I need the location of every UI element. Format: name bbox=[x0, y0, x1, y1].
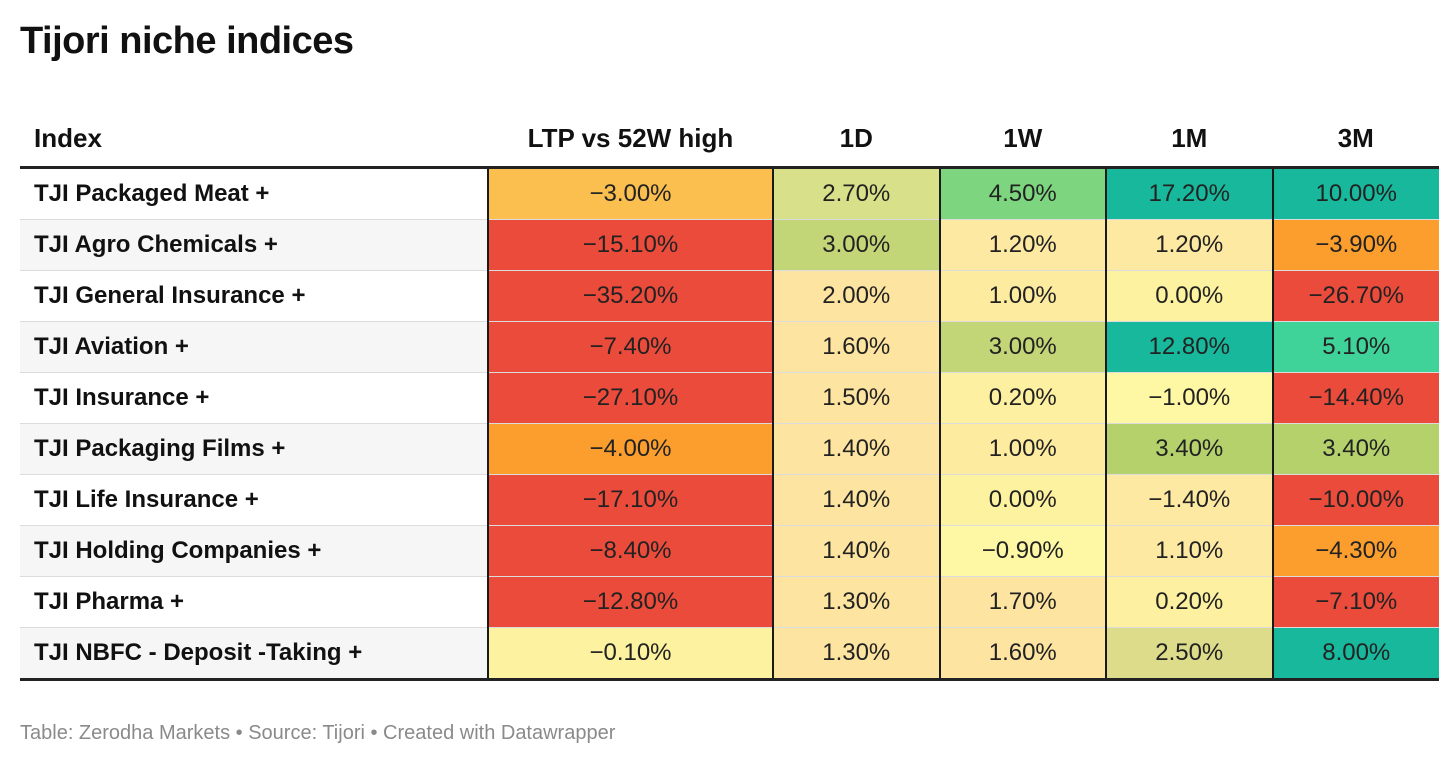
value-cell: −0.10% bbox=[487, 627, 773, 681]
value-cell: 0.20% bbox=[1105, 576, 1273, 628]
value-cell: 2.00% bbox=[772, 270, 940, 322]
index-name-cell: TJI General Insurance + bbox=[20, 270, 488, 322]
index-name-cell: TJI Aviation + bbox=[20, 321, 488, 373]
value-cell: 1.70% bbox=[938, 576, 1106, 628]
value-cell: −12.80% bbox=[487, 576, 773, 628]
value-cell: −17.10% bbox=[487, 474, 773, 526]
indices-table: Index LTP vs 52W high 1D 1W 1M 3M TJI Pa… bbox=[20, 110, 1439, 681]
index-name-cell: TJI Packaging Films + bbox=[20, 423, 488, 475]
column-header-3m: 3M bbox=[1272, 110, 1439, 169]
value-cell: 2.70% bbox=[772, 167, 940, 220]
value-cell: 1.00% bbox=[938, 270, 1106, 322]
column-header-index: Index bbox=[20, 110, 488, 169]
table-row: TJI Life Insurance + −17.10% 1.40% 0.00% −1.… bbox=[20, 474, 1439, 526]
column-header-1w: 1W bbox=[939, 110, 1106, 169]
value-cell: 1.30% bbox=[772, 576, 940, 628]
value-cell: 1.40% bbox=[772, 423, 940, 475]
index-name-cell: TJI Agro Chemicals + bbox=[20, 219, 488, 271]
index-name-cell: TJI NBFC - Deposit -Taking + bbox=[20, 627, 488, 681]
value-cell: 1.60% bbox=[772, 321, 940, 373]
value-cell: −7.10% bbox=[1271, 576, 1439, 628]
value-cell: 0.00% bbox=[938, 474, 1106, 526]
value-cell: 17.20% bbox=[1105, 167, 1273, 220]
value-cell: −10.00% bbox=[1271, 474, 1439, 526]
value-cell: −0.90% bbox=[938, 525, 1106, 577]
chart-title: Tijori niche indices bbox=[20, 20, 354, 62]
column-header-1m: 1M bbox=[1106, 110, 1273, 169]
table-row: TJI NBFC - Deposit -Taking + −0.10% 1.30% 1… bbox=[20, 627, 1439, 681]
table-row: TJI Aviation + −7.40% 1.60% 3.00% 12.80% 5.10… bbox=[20, 321, 1439, 373]
value-cell: 1.60% bbox=[938, 627, 1106, 681]
value-cell: −1.40% bbox=[1105, 474, 1273, 526]
value-cell: 3.40% bbox=[1105, 423, 1273, 475]
value-cell: 12.80% bbox=[1105, 321, 1273, 373]
value-cell: 0.20% bbox=[938, 372, 1106, 424]
index-name-cell: TJI Holding Companies + bbox=[20, 525, 488, 577]
index-name-cell: TJI Life Insurance + bbox=[20, 474, 488, 526]
value-cell: 1.20% bbox=[938, 219, 1106, 271]
value-cell: 3.40% bbox=[1271, 423, 1439, 475]
table-body: TJI Packaged Meat + −3.00% 2.70% 4.50% 17.20… bbox=[20, 167, 1439, 681]
value-cell: 2.50% bbox=[1105, 627, 1273, 681]
value-cell: −4.30% bbox=[1271, 525, 1439, 577]
value-cell: −15.10% bbox=[487, 219, 773, 271]
table-header-row: Index LTP vs 52W high 1D 1W 1M 3M bbox=[20, 110, 1439, 169]
value-cell: 1.30% bbox=[772, 627, 940, 681]
index-name-cell: TJI Insurance + bbox=[20, 372, 488, 424]
value-cell: −4.00% bbox=[487, 423, 773, 475]
table-row: TJI Insurance + −27.10% 1.50% 0.20% −1.00% −1… bbox=[20, 372, 1439, 424]
value-cell: −14.40% bbox=[1271, 372, 1439, 424]
value-cell: −35.20% bbox=[487, 270, 773, 322]
table-row: TJI Holding Companies + −8.40% 1.40% −0.90%… bbox=[20, 525, 1439, 577]
table-row: TJI General Insurance + −35.20% 2.00% 1.00%… bbox=[20, 270, 1439, 322]
value-cell: 5.10% bbox=[1271, 321, 1439, 373]
column-header-ltp-vs-52w-high: LTP vs 52W high bbox=[488, 110, 773, 169]
value-cell: −7.40% bbox=[487, 321, 773, 373]
value-cell: 1.20% bbox=[1105, 219, 1273, 271]
value-cell: 1.40% bbox=[772, 474, 940, 526]
value-cell: −1.00% bbox=[1105, 372, 1273, 424]
value-cell: 3.00% bbox=[938, 321, 1106, 373]
table-row: TJI Packaged Meat + −3.00% 2.70% 4.50% 17.20… bbox=[20, 167, 1439, 220]
value-cell: 3.00% bbox=[772, 219, 940, 271]
value-cell: 4.50% bbox=[938, 167, 1106, 220]
value-cell: 1.40% bbox=[772, 525, 940, 577]
column-header-1d: 1D bbox=[773, 110, 940, 169]
value-cell: 1.00% bbox=[938, 423, 1106, 475]
value-cell: 8.00% bbox=[1271, 627, 1439, 681]
value-cell: −8.40% bbox=[487, 525, 773, 577]
table-row: TJI Packaging Films + −4.00% 1.40% 1.00% 3.4… bbox=[20, 423, 1439, 475]
value-cell: 10.00% bbox=[1271, 167, 1439, 220]
value-cell: −3.00% bbox=[487, 167, 773, 220]
source-footer: Table: Zerodha Markets • Source: Tijori … bbox=[20, 722, 616, 744]
value-cell: −26.70% bbox=[1271, 270, 1439, 322]
index-name-cell: TJI Pharma + bbox=[20, 576, 488, 628]
value-cell: 1.10% bbox=[1105, 525, 1273, 577]
value-cell: −27.10% bbox=[487, 372, 773, 424]
table-row: TJI Agro Chemicals + −15.10% 3.00% 1.20% 1.2… bbox=[20, 219, 1439, 271]
value-cell: 0.00% bbox=[1105, 270, 1273, 322]
table-row: TJI Pharma + −12.80% 1.30% 1.70% 0.20% −7.10% bbox=[20, 576, 1439, 628]
value-cell: 1.50% bbox=[772, 372, 940, 424]
index-name-cell: TJI Packaged Meat + bbox=[20, 167, 488, 220]
value-cell: −3.90% bbox=[1271, 219, 1439, 271]
